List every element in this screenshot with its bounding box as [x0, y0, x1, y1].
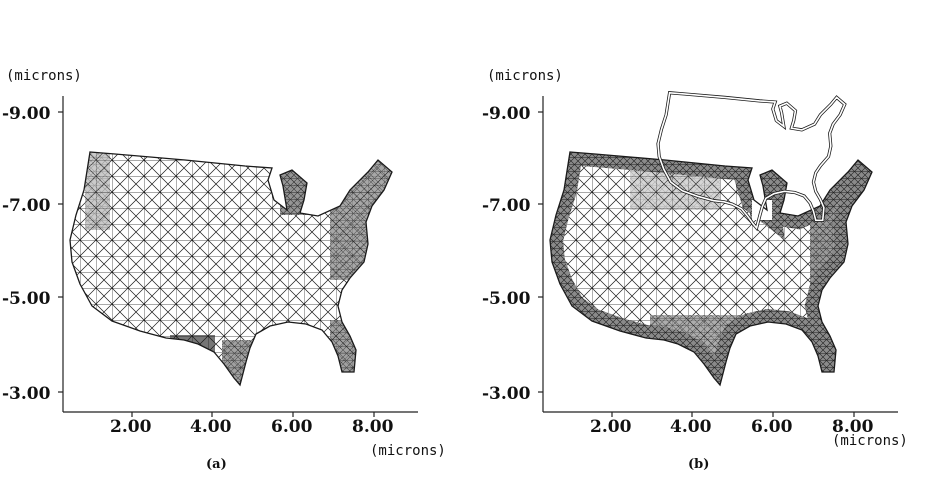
- panel-a-caption: (a): [206, 457, 227, 472]
- panel-b-x-tick: 6.00: [751, 417, 793, 437]
- panel-b-x-tick: 4.00: [670, 417, 712, 437]
- panel-b-y-tick: -9.00: [482, 104, 531, 124]
- panel-a-x-tick: 6.00: [271, 417, 313, 437]
- panel-a-y-unit-label: (microns): [6, 68, 82, 84]
- panel-a: (microns) -9.00 -7.00 -5.00 -3.00 2.00 4…: [2, 68, 446, 472]
- panel-a-x-tick: 2.00: [110, 417, 152, 437]
- panel-b-x-tick: 2.00: [590, 417, 632, 437]
- panel-b-mesh: [549, 151, 873, 386]
- panel-b-y-unit-label: (microns): [487, 68, 563, 84]
- panel-a-x-unit-label: (microns): [370, 443, 446, 459]
- panel-a-y-tick: -7.00: [2, 196, 51, 216]
- panel-a-y-tick: -3.00: [2, 384, 51, 404]
- panel-b-y-tick: -5.00: [482, 289, 531, 309]
- panel-a-y-tick: -5.00: [2, 289, 51, 309]
- panel-a-mesh: [69, 151, 393, 386]
- panel-b-x-tick: 8.00: [832, 417, 874, 437]
- panel-b: (microns) -9.00 -7.00 -5.00 -3.00 2.00 4…: [482, 68, 908, 472]
- panel-b-x-unit-label: (microns): [832, 433, 908, 449]
- panel-b-y-tick: -7.00: [482, 196, 531, 216]
- panel-a-y-tick: -9.00: [2, 104, 51, 124]
- panel-a-x-tick: 8.00: [352, 417, 394, 437]
- panel-b-caption: (b): [688, 457, 709, 472]
- panel-a-x-tick: 4.00: [190, 417, 232, 437]
- panel-b-y-tick: -3.00: [482, 384, 531, 404]
